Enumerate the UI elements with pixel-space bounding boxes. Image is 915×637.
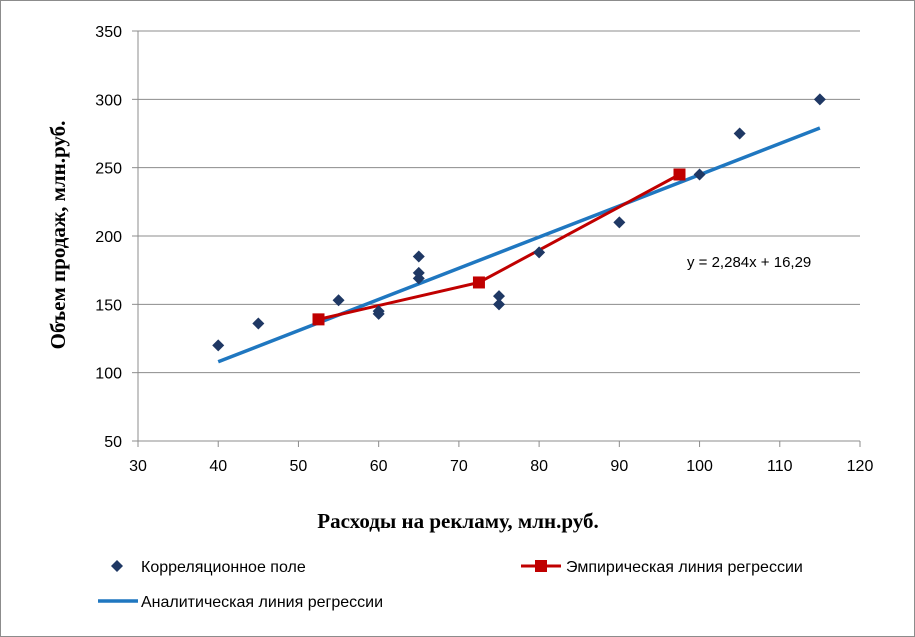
legend-marker-square (535, 560, 547, 572)
y-tick-label: 50 (104, 434, 122, 451)
legend-item-empirical-regression: Эмпирическая линия регрессии (521, 559, 803, 576)
scatter-point (372, 307, 385, 320)
x-tick-label: 120 (847, 458, 874, 475)
regression-equation: y = 2,284x + 16,29 (687, 254, 811, 271)
y-tick-label: 350 (95, 24, 122, 41)
scatter-point (693, 168, 706, 181)
x-tick-label: 100 (686, 458, 713, 475)
y-tick-label: 200 (95, 229, 122, 246)
legend-label: Эмпирическая линия регрессии (566, 559, 803, 576)
legend-label: Аналитическая линия регрессии (141, 594, 383, 611)
axes: 50 100 150 200 250 300 350 30 40 50 60 70 80 90 100 110… (95, 24, 873, 475)
x-tick-label: 70 (450, 458, 468, 475)
scatter-point (493, 290, 505, 303)
x-tick-label: 90 (610, 458, 628, 475)
empirical-point (673, 168, 686, 181)
y-tick-label: 150 (95, 297, 122, 314)
scatter-point (412, 272, 425, 285)
series-layer (212, 93, 826, 364)
y-axis-title: Объем продаж, млн.руб. (46, 121, 70, 350)
scatter-point (733, 127, 746, 140)
legend-marker-diamond (111, 560, 123, 572)
scatter-point (212, 339, 225, 352)
x-tick-label: 40 (209, 458, 227, 475)
x-axis-title: Расходы на рекламу, млн.руб. (317, 509, 598, 533)
x-tick-label: 50 (290, 458, 308, 475)
analytical-regression-line (217, 126, 821, 364)
scatter-point (613, 216, 626, 229)
legend: Корреляционное поле Эмпирическая линия ре… (98, 559, 803, 611)
x-tick-label: 80 (530, 458, 548, 475)
x-tick-label: 110 (767, 458, 793, 475)
scatter-point (813, 93, 826, 106)
legend-item-analytical-regression: Аналитическая линия регрессии (98, 594, 383, 611)
gridlines (138, 30, 860, 374)
scatter-point (533, 246, 546, 259)
y-tick-label: 100 (95, 366, 122, 383)
scatter-point (412, 250, 425, 263)
empirical-point (312, 313, 325, 326)
scatter-point (493, 298, 505, 311)
legend-item-correlation-field: Корреляционное поле (111, 559, 306, 576)
scatter-point (332, 294, 345, 307)
x-tick-label: 30 (129, 458, 147, 475)
empirical-point (472, 276, 485, 289)
legend-label: Корреляционное поле (141, 559, 306, 576)
y-tick-label: 250 (95, 161, 122, 178)
scatter-point (252, 317, 265, 330)
y-tick-label: 300 (95, 92, 122, 109)
x-tick-label: 60 (370, 458, 388, 475)
